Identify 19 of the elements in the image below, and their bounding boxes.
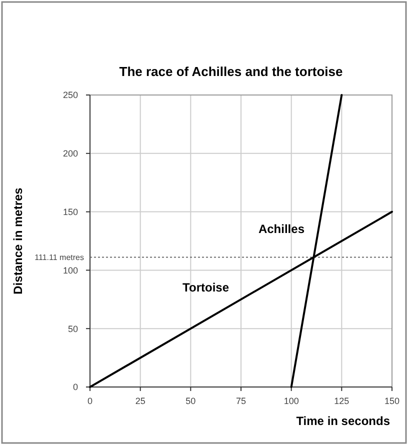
series-label: Achilles xyxy=(258,222,305,236)
x-tick-label: 125 xyxy=(334,396,350,406)
x-tick-label: 25 xyxy=(135,396,146,406)
x-axis-title: Time in seconds xyxy=(296,414,390,428)
x-tick-label: 150 xyxy=(384,396,400,406)
x-tick-label: 75 xyxy=(236,396,246,406)
ref-line-label: 111.11 metres xyxy=(34,253,84,262)
y-tick-label: 0 xyxy=(72,382,78,392)
y-tick-label: 150 xyxy=(62,206,78,217)
y-tick-label: 100 xyxy=(62,265,78,276)
y-axis-title: Distance in metres xyxy=(11,187,25,294)
y-tick-label: 250 xyxy=(62,90,78,100)
chart-title: The race of Achilles and the tortoise xyxy=(119,64,343,79)
x-tick-label: 50 xyxy=(186,396,196,406)
x-tick-label: 0 xyxy=(87,396,93,406)
y-tick-label: 50 xyxy=(68,324,78,334)
x-tick-label: 100 xyxy=(284,396,299,406)
y-tick-label: 200 xyxy=(62,148,78,159)
series-label: Tortoise xyxy=(182,280,230,294)
